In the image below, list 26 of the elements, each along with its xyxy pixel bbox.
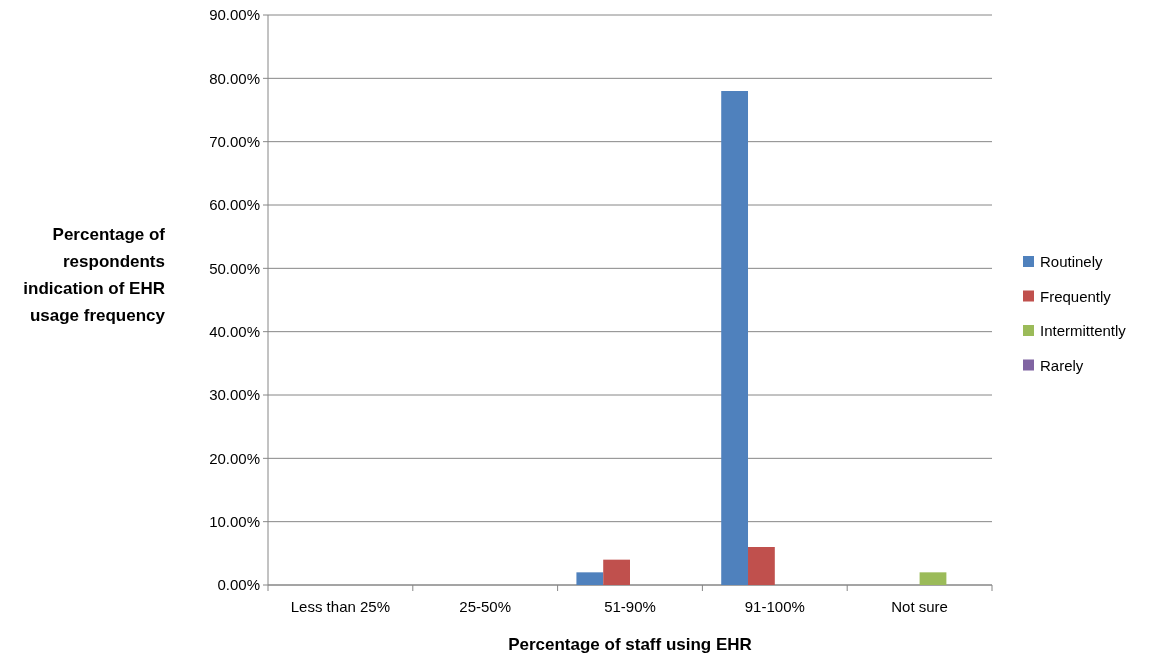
bar [919, 572, 947, 585]
bar [748, 547, 775, 585]
bar [576, 572, 604, 585]
y-tick-label: 60.00% [209, 196, 260, 214]
legend-label: Intermittently [1040, 322, 1127, 340]
y-tick-label: 10.00% [209, 512, 260, 530]
x-tick-label: 91-100% [744, 598, 805, 615]
y-tick-label: 40.00% [209, 322, 260, 340]
legend-label: Frequently [1040, 287, 1112, 305]
bar [721, 91, 749, 585]
x-axis-title: Percentage of staff using EHR [508, 635, 752, 654]
x-tick-label: 25-50% [459, 598, 512, 615]
y-tick-label: 30.00% [209, 386, 260, 404]
bar [603, 559, 630, 585]
y-tick-label: 50.00% [209, 259, 260, 277]
legend-label: Routinely [1040, 253, 1104, 271]
legend-label: Rarely [1040, 356, 1084, 374]
y-tick-label: 80.00% [209, 69, 260, 87]
y-tick-label: 70.00% [209, 132, 260, 150]
y-tick-label: 0.00% [217, 576, 260, 594]
y-tick-label: 90.00% [209, 6, 260, 24]
x-tick-label: Less than 25% [290, 598, 391, 615]
x-tick-label: Not sure [891, 598, 948, 615]
y-axis-title: Percentage of respondents indication of EHR usage frequency [23, 225, 166, 325]
y-tick-label: 20.00% [209, 449, 260, 467]
x-tick-label: 51-90% [604, 598, 656, 615]
